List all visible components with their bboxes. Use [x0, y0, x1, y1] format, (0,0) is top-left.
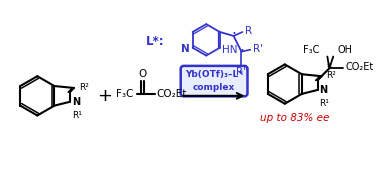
Text: HN: HN	[222, 45, 237, 55]
Text: O: O	[138, 69, 147, 79]
Text: OH: OH	[337, 45, 352, 55]
Text: up to 83% ee: up to 83% ee	[260, 113, 329, 123]
Text: CO₂Et: CO₂Et	[156, 89, 186, 99]
Text: L*:: L*:	[146, 35, 165, 48]
FancyBboxPatch shape	[181, 66, 248, 96]
Text: CO₂Et: CO₂Et	[345, 62, 373, 72]
Text: *: *	[327, 63, 332, 73]
Text: N: N	[319, 85, 328, 95]
Text: N: N	[181, 44, 190, 54]
Text: R': R'	[253, 44, 263, 54]
Text: ·: ·	[239, 44, 244, 59]
Text: Yb(OTf)₃–L*
complex: Yb(OTf)₃–L* complex	[185, 70, 243, 92]
Text: R: R	[245, 26, 253, 36]
Text: R²: R²	[326, 71, 336, 80]
Text: R²: R²	[79, 82, 89, 92]
Text: F₃C: F₃C	[303, 45, 319, 55]
Text: R¹: R¹	[72, 110, 82, 120]
Text: ·: ·	[231, 27, 236, 42]
Text: N: N	[72, 97, 80, 107]
Text: F₃C: F₃C	[116, 89, 133, 99]
Text: R¹: R¹	[319, 99, 329, 108]
Text: +: +	[98, 87, 113, 105]
Text: R": R"	[235, 67, 247, 77]
